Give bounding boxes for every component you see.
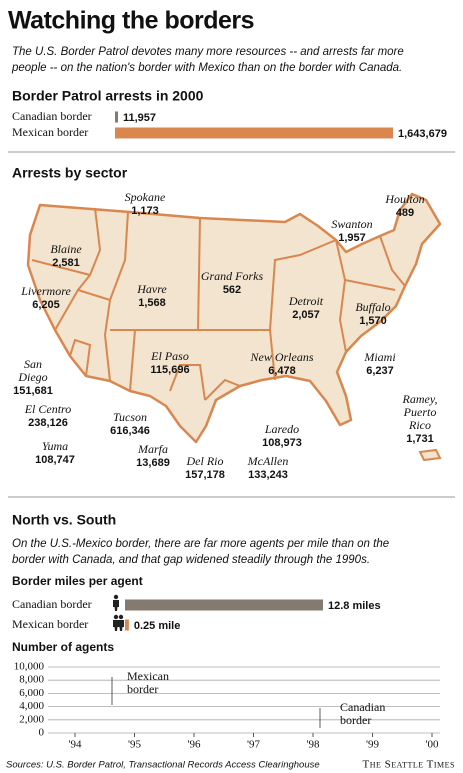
chart-title: Number of agents [12,640,114,654]
sector-value: 2,057 [292,309,320,321]
puerto-rico [418,448,442,462]
sector-name: Havre [136,282,167,296]
x-tick-label: '97 [247,739,260,751]
sector-value: 1,957 [338,232,366,244]
x-tick-label: '99 [366,739,379,751]
sector-value: 616,346 [110,425,150,437]
bar [125,599,323,611]
sector-name: Detroit [288,294,324,308]
section-heading: North vs. South [12,512,116,528]
sector-name: Grand Forks [201,269,264,283]
x-tick-label: '94 [69,739,82,751]
sector-name: Puerto [403,405,437,419]
category-label: Canadian border [12,597,92,611]
section-text: On the U.S.-Mexico border, there are far… [12,538,389,550]
series-label: Canadian border [340,700,385,727]
y-tick-label: 10,000 [14,661,45,673]
sector-value: 115,696 [150,364,189,376]
sector-value: 1,568 [138,297,166,309]
sector-value: 157,178 [185,469,225,481]
category-label: Canadian border [12,109,92,123]
sector-name: Livermore [20,284,71,298]
agent-icons [113,594,124,631]
sector-name: Buffalo [355,300,390,314]
sector-name: San [24,357,42,371]
sector-value: 151,681 [13,385,53,397]
sector-name: Diego [17,370,47,384]
sector-name: McAllen [247,454,289,468]
sector-value: 1,570 [359,315,387,327]
sector-name: New Orleans [250,350,314,364]
sector-name: Blaine [50,242,82,256]
x-tick-label: '95 [128,739,141,751]
x-tick-label: '00 [426,739,439,751]
y-tick-label: 6,000 [19,687,44,699]
sector-name: Laredo [264,422,299,436]
sector-borders [31,207,406,401]
value-label: 0.25 mile [134,620,180,632]
sector-name: Rico [408,418,431,432]
sector-name: Swanton [331,217,372,231]
sector-name: El Centro [24,402,72,416]
y-tick-label: 8,000 [19,674,44,686]
x-tick-label: '98 [307,739,320,751]
chart-title: Border Patrol arrests in 2000 [12,88,204,104]
source: Sources: U.S. Border Patrol, Transaction… [6,760,320,771]
map-heading: Arrests by sector [12,165,128,181]
subtitle: people -- on the nation's border with Me… [11,62,402,74]
series-label: Mexican border [127,669,169,696]
sector-value: 562 [223,284,241,296]
sector-name: Del Rio [186,454,224,468]
sector-value: 108,973 [262,437,302,449]
sector-value: 238,126 [28,417,68,429]
sector-name: Ramey, [402,392,438,406]
sector-value: 1,731 [406,433,434,445]
sector-value: 108,747 [35,454,75,466]
section-text: border with Canada, and that gap widened… [12,554,370,566]
y-tick-label: 4,000 [19,700,44,712]
title: Watching the borders [8,7,254,35]
value-label: 12.8 miles [328,600,381,612]
bar [125,619,129,631]
y-tick-label: 0 [39,727,45,739]
sector-name: Miami [363,350,395,364]
category-label: Mexican border [12,617,88,631]
x-tick-label: '96 [188,739,201,751]
bar [115,127,393,139]
sector-name: Tucson [113,410,147,424]
chart-title: Border miles per agent [12,574,143,588]
sector-name: Marfa [137,442,168,456]
sector-name: Yuma [42,439,68,453]
sector-value: 6,478 [268,365,296,377]
sector-name: Houlton [384,192,424,206]
y-tick-label: 2,000 [19,713,44,725]
sector-value: 13,689 [136,457,170,469]
sector-name: Spokane [125,190,166,204]
value-label: 1,643,679 [398,128,447,140]
sector-value: 133,243 [248,469,288,481]
sector-value: 1,173 [131,205,159,217]
map [26,192,442,462]
sector-value: 489 [396,207,414,219]
value-label: 11,957 [123,112,156,124]
category-label: Mexican border [12,125,88,139]
credit: The Seattle Times [363,759,455,771]
sector-value: 6,237 [366,365,394,377]
sector-name: El Paso [150,349,189,363]
subtitle: The U.S. Border Patrol devotes many more… [12,46,404,58]
bar [115,111,118,123]
sector-value: 2,581 [52,257,80,269]
sector-value: 6,205 [32,299,60,311]
